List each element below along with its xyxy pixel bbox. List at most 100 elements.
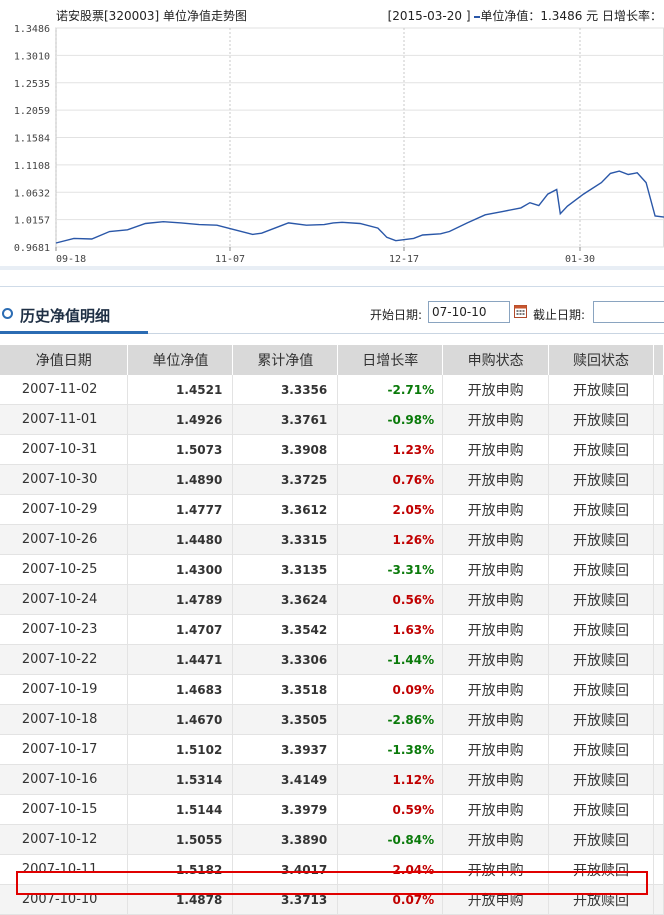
row-acc-nav: 3.3518 (232, 674, 339, 705)
row-buy-status: 开放申购 (442, 524, 550, 555)
row-buy-status: 开放申购 (442, 464, 550, 495)
header-daily-growth[interactable]: 日增长率 (337, 345, 444, 375)
row-daily-growth: -1.44% (337, 644, 444, 675)
row-buy-status: 开放申购 (442, 644, 550, 675)
end-date-input[interactable] (593, 301, 664, 323)
row-sell-status: 开放赎回 (548, 434, 654, 465)
header-nav[interactable]: 单位净值 (127, 345, 234, 375)
row-acc-nav: 3.4017 (232, 854, 339, 885)
row-sell-status: 开放赎回 (548, 674, 654, 705)
row-daily-growth: -2.86% (337, 704, 444, 735)
chart-info: [2015-03-20 ] 单位净值：1.3486 元 日增长率： (388, 7, 662, 24)
row-sell-status: 开放赎回 (548, 464, 654, 495)
bullet-icon (2, 308, 13, 319)
row-extra (653, 554, 664, 585)
row-buy-status: 开放申购 (442, 704, 550, 735)
y-tick-label: 1.1108 (14, 161, 50, 172)
header-extra (653, 345, 664, 375)
chart-change-label: 日增长率： (601, 9, 662, 23)
row-buy-status: 开放申购 (442, 854, 550, 885)
table-row: 2007-10-26 1.4480 3.3315 1.26% 开放申购 开放赎回 (0, 524, 664, 555)
row-sell-status: 开放赎回 (548, 554, 654, 585)
line-chart: 1.3486 1.3010 1.2535 1.2059 1.1584 1.1108 1.06… (0, 24, 664, 270)
row-extra (653, 524, 664, 555)
calendar-icon[interactable] (514, 304, 527, 318)
row-extra (653, 375, 664, 405)
row-buy-status: 开放申购 (442, 824, 550, 855)
row-nav: 1.4926 (127, 404, 234, 435)
row-extra (653, 674, 664, 705)
row-date: 2007-10-19 (0, 674, 129, 705)
y-tick-label: 1.3010 (14, 51, 50, 62)
y-tick-label: 1.3486 (14, 24, 50, 35)
row-daily-growth: 0.56% (337, 584, 444, 615)
chart-title: 诺安股票[320003] 单位净值走势图 (56, 9, 247, 23)
row-date: 2007-10-18 (0, 704, 129, 735)
row-sell-status: 开放赎回 (548, 704, 654, 735)
row-acc-nav: 3.3505 (232, 704, 339, 735)
row-extra (653, 734, 664, 765)
section-divider (148, 333, 664, 334)
row-daily-growth: 1.63% (337, 614, 444, 645)
header-buy-status[interactable]: 申购状态 (442, 345, 550, 375)
row-sell-status: 开放赎回 (548, 764, 654, 795)
y-tick-label: 1.2535 (14, 79, 50, 90)
y-tick-label: 1.2059 (14, 106, 50, 117)
row-buy-status: 开放申购 (442, 554, 550, 585)
row-extra (653, 464, 664, 495)
row-buy-status: 开放申购 (442, 404, 550, 435)
row-nav: 1.5102 (127, 734, 234, 765)
header-sell-status[interactable]: 赎回状态 (548, 345, 654, 375)
row-date: 2007-10-10 (0, 884, 129, 915)
row-acc-nav: 3.3979 (232, 794, 339, 825)
row-sell-status: 开放赎回 (548, 824, 654, 855)
row-sell-status: 开放赎回 (548, 644, 654, 675)
series-line (55, 170, 664, 244)
row-buy-status: 开放申购 (442, 764, 550, 795)
row-sell-status: 开放赎回 (548, 854, 654, 885)
row-acc-nav: 3.3725 (232, 464, 339, 495)
x-tick-label: 09-18 (56, 254, 86, 265)
start-date-input[interactable] (428, 301, 510, 323)
header-acc-nav[interactable]: 累计净值 (232, 345, 339, 375)
row-date: 2007-10-17 (0, 734, 129, 765)
row-acc-nav: 3.4149 (232, 764, 339, 795)
row-date: 2007-10-15 (0, 794, 129, 825)
row-sell-status: 开放赎回 (548, 614, 654, 645)
table-row: 2007-10-22 1.4471 3.3306 -1.44% 开放申购 开放赎回 (0, 644, 664, 675)
row-extra (653, 494, 664, 525)
row-nav: 1.4878 (127, 884, 234, 915)
row-acc-nav: 3.3612 (232, 494, 339, 525)
row-sell-status: 开放赎回 (548, 524, 654, 555)
table-row: 2007-10-24 1.4789 3.3624 0.56% 开放申购 开放赎回 (0, 584, 664, 615)
table-row: 2007-10-10 1.4878 3.3713 0.07% 开放申购 开放赎回 (0, 884, 664, 915)
x-tick-label: 01-30 (565, 254, 595, 265)
table-row: 2007-10-15 1.5144 3.3979 0.59% 开放申购 开放赎回 (0, 794, 664, 825)
row-daily-growth: -2.71% (337, 375, 444, 405)
section-underline (0, 331, 148, 334)
table-row: 2007-10-12 1.5055 3.3890 -0.84% 开放申购 开放赎回 (0, 824, 664, 855)
row-nav: 1.4890 (127, 464, 234, 495)
row-nav: 1.4480 (127, 524, 234, 555)
chart-series-label: 单位净值：1.3486 元 (480, 9, 599, 23)
row-date: 2007-11-01 (0, 404, 129, 435)
table-header-row: 净值日期 单位净值 累计净值 日增长率 申购状态 赎回状态 (0, 345, 664, 375)
row-daily-growth: 1.23% (337, 434, 444, 465)
row-daily-growth: 1.12% (337, 764, 444, 795)
row-sell-status: 开放赎回 (548, 884, 654, 915)
header-date[interactable]: 净值日期 (0, 345, 129, 375)
row-nav: 1.4683 (127, 674, 234, 705)
row-acc-nav: 3.3713 (232, 884, 339, 915)
row-daily-growth: -0.84% (337, 824, 444, 855)
row-nav: 1.4789 (127, 584, 234, 615)
row-date: 2007-10-22 (0, 644, 129, 675)
row-nav: 1.4471 (127, 644, 234, 675)
table-row: 2007-10-25 1.4300 3.3135 -3.31% 开放申购 开放赎回 (0, 554, 664, 585)
row-daily-growth: 0.59% (337, 794, 444, 825)
row-sell-status: 开放赎回 (548, 734, 654, 765)
row-nav: 1.4777 (127, 494, 234, 525)
y-tick-label: 1.0632 (14, 188, 50, 199)
table-row: 2007-10-16 1.5314 3.4149 1.12% 开放申购 开放赎回 (0, 764, 664, 795)
row-date: 2007-10-11 (0, 854, 129, 885)
y-tick-label: 1.0157 (14, 216, 50, 227)
